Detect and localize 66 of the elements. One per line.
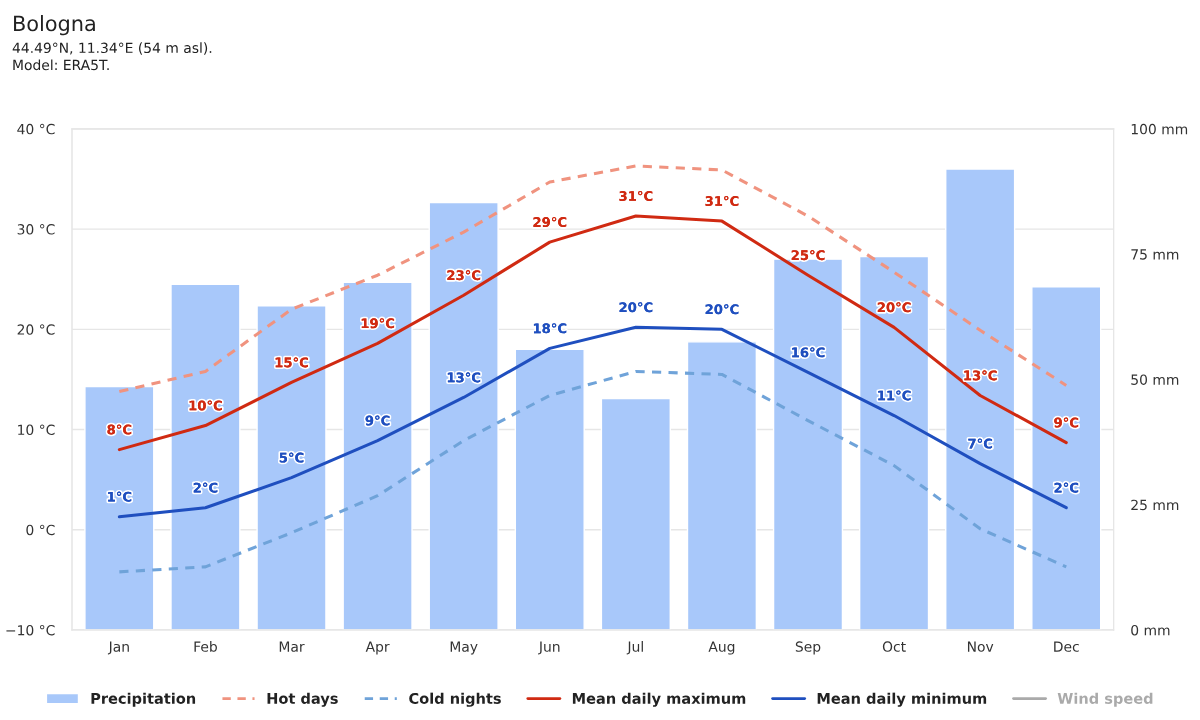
bar — [342, 281, 413, 630]
y-tick-label: 20 °C — [17, 324, 55, 335]
bar — [428, 201, 499, 630]
legend-label: Wind speed — [1057, 692, 1153, 707]
data-label: 7°C — [968, 438, 993, 449]
data-label: 29°C — [533, 217, 567, 228]
y-tick-label: −10 °C — [6, 624, 55, 636]
bar — [170, 283, 241, 630]
y2-tick-label: 100 mm — [1131, 123, 1188, 135]
bar — [84, 385, 155, 630]
x-tick-label: May — [450, 641, 478, 655]
x-tick-label: Apr — [365, 641, 390, 655]
x-tick-label: Jun — [538, 641, 560, 655]
data-label: 13°C — [447, 372, 481, 383]
bar — [256, 305, 327, 630]
x-tick-label: Mar — [279, 641, 305, 652]
y-tick-label: 0 °C — [26, 524, 55, 536]
bar — [1031, 286, 1102, 630]
x-tick-label: Jul — [626, 641, 643, 655]
legend-label: Hot days — [267, 692, 338, 707]
data-label: 10°C — [189, 400, 222, 411]
chart-subtitle: 44.49°N, 11.34°E (54 m asl). Model: ERA5T. — [12, 42, 212, 71]
legend-label: Mean daily minimum — [817, 692, 987, 707]
y2-tick-label: 50 mm — [1131, 374, 1179, 385]
y2-tick-label: 0 mm — [1131, 624, 1170, 636]
legend-label: Cold nights — [409, 692, 501, 707]
data-label: 16°C — [792, 347, 825, 358]
x-tick-label: Dec — [1054, 641, 1079, 652]
x-tick-label: Aug — [708, 641, 735, 655]
y2-tick-label: 25 mm — [1131, 499, 1179, 511]
y-tick-label: 30 °C — [17, 224, 55, 235]
y-tick-label: 10 °C — [18, 424, 55, 436]
data-label: 9°C — [1054, 417, 1079, 428]
data-label: 11°C — [878, 390, 911, 401]
x-tick-label: Jan — [107, 641, 129, 655]
y2-tick-label: 75 mm — [1131, 249, 1179, 260]
data-label: 31°C — [705, 195, 739, 207]
data-label: 20°C — [705, 304, 739, 315]
legend-label: Precipitation — [91, 692, 196, 707]
data-label: 8°C — [107, 424, 132, 435]
legend-label: Mean daily maximum — [572, 692, 746, 707]
x-tick-label: Feb — [194, 641, 217, 652]
bar — [686, 341, 758, 630]
data-label: 19°C — [361, 318, 395, 329]
data-label: 1°C — [108, 491, 132, 502]
data-label: 2°C — [1054, 482, 1079, 493]
bar — [514, 348, 585, 630]
data-label: 31°C — [619, 190, 653, 202]
data-label: 20°C — [619, 302, 653, 313]
x-tick-label: Sep — [795, 641, 821, 655]
data-label: 20°C — [877, 302, 911, 313]
bar — [600, 397, 671, 630]
data-label: 25°C — [791, 250, 825, 261]
data-label: 23°C — [447, 270, 481, 281]
data-label: 18°C — [533, 323, 567, 334]
bar — [945, 168, 1016, 630]
data-label: 2°C — [193, 482, 218, 493]
data-label: 5°C — [279, 452, 304, 463]
data-label: 9°C — [365, 415, 390, 426]
data-label: 13°C — [964, 370, 997, 381]
chart-title: Bologna — [14, 15, 95, 36]
x-tick-label: Oct — [882, 641, 906, 652]
data-label: 15°C — [275, 357, 308, 368]
bar — [858, 255, 930, 630]
y-tick-label: 40 °C — [17, 123, 55, 135]
x-tick-label: Nov — [967, 641, 994, 652]
